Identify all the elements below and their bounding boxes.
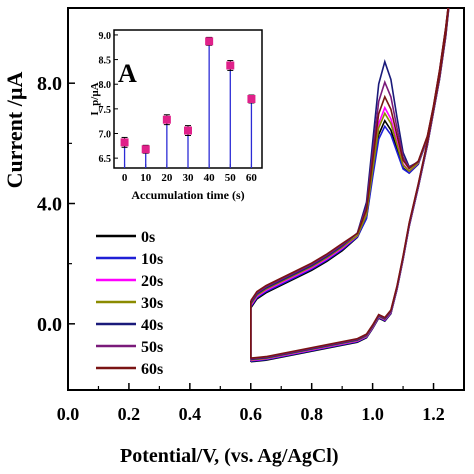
inset-y-tick-label: 7.5 — [99, 105, 112, 116]
inset-y-tick-label: 8.0 — [99, 80, 112, 91]
inset-x-tick-label: 50 — [225, 172, 237, 184]
x-tick-label: 1.0 — [361, 404, 384, 424]
main-curves — [250, 8, 450, 363]
inset-point — [120, 138, 129, 147]
inset-panel-label: A — [118, 59, 137, 88]
x-tick-label: 0.0 — [57, 404, 80, 424]
x-tick-label: 1.2 — [422, 404, 445, 424]
inset-x-tick-label: 30 — [183, 172, 195, 184]
main-x-axis-title: Potential/V, (vs. Ag/AgCl) — [120, 445, 339, 467]
inset-x-tick-label: 10 — [140, 172, 152, 184]
inset-x-tick-label: 60 — [246, 172, 258, 184]
main-plot-frame — [67, 7, 465, 391]
inset-point — [226, 61, 235, 70]
inset-point — [205, 37, 214, 46]
legend-label-50s: 50s — [141, 339, 163, 356]
inset-point — [247, 95, 256, 103]
legend-label-30s: 30s — [141, 295, 163, 312]
x-tick-label: 0.4 — [179, 404, 202, 424]
series-curve-60s — [250, 8, 450, 359]
legend-label-10s: 10s — [141, 251, 163, 268]
inset-x-tick-label: 20 — [161, 172, 173, 184]
x-tick-label: 0.8 — [300, 404, 323, 424]
inset-y-tick-label: 7.0 — [99, 130, 112, 141]
inset-x-tick-label: 0 — [122, 172, 128, 184]
inset-x-tick-label: 40 — [204, 172, 216, 184]
inset-point — [184, 126, 192, 135]
y-tick-label: 8.0 — [37, 73, 62, 95]
legend-label-40s: 40s — [141, 317, 163, 334]
inset-y-tick-label: 8.5 — [99, 56, 112, 67]
inset-y-axis-title: I_p/µA — [89, 82, 101, 115]
main-y-axis-title: Current /µA — [2, 72, 27, 189]
inset-point — [141, 145, 150, 154]
inset-point — [162, 115, 171, 124]
legend-label-0s: 0s — [141, 229, 155, 246]
x-tick-label: 0.2 — [118, 404, 141, 424]
inset-y-tick-label: 6.5 — [99, 154, 112, 165]
inset-x-axis-title: Accumulation time (s) — [131, 188, 244, 202]
inset-background — [114, 16, 290, 184]
legend: 0s 10s 20s 30s 40s 50s 60s — [96, 229, 163, 378]
x-tick-label: 0.6 — [240, 404, 263, 424]
main-axes: 0.0 0.2 0.4 0.6 0.8 1.0 1.2 0.0 4.0 8.0 — [37, 73, 465, 424]
inset-marks — [120, 36, 256, 168]
legend-label-60s: 60s — [141, 361, 163, 378]
legend-label-20s: 20s — [141, 273, 163, 290]
inset-y-tick-label: 9.0 — [99, 31, 112, 42]
y-tick-label: 4.0 — [37, 194, 62, 216]
y-tick-label: 0.0 — [37, 314, 62, 336]
